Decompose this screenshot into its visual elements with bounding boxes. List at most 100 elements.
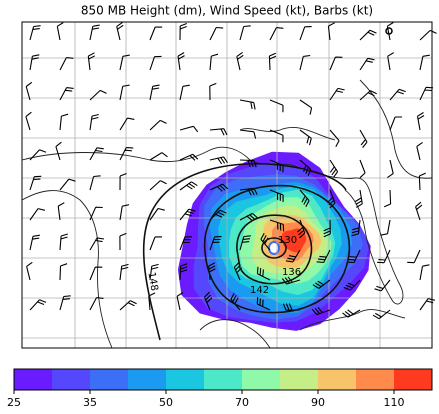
- wind-barb: [383, 189, 392, 208]
- wind-barb: [87, 52, 96, 71]
- wind-barb: [59, 295, 71, 311]
- wind-barb: [149, 180, 167, 191]
- wind-barb: [372, 309, 391, 320]
- wind-barb: [179, 84, 190, 101]
- wind-barb: [316, 249, 331, 264]
- wind-barb: [329, 159, 339, 178]
- wind-barb: [209, 209, 227, 221]
- wind-barb: [359, 129, 368, 148]
- colorbar-tick-label: 25: [7, 396, 21, 409]
- wind-barb: [415, 201, 423, 221]
- map-border: [21, 21, 433, 349]
- wind-barb: [59, 57, 74, 71]
- wind-barb: [57, 202, 65, 221]
- wind-barbs: [25, 21, 437, 320]
- wind-barb: [29, 25, 41, 41]
- colorbar-bin: [14, 369, 53, 390]
- colorbar-bin: [280, 369, 319, 390]
- colorbar-bin: [52, 369, 91, 390]
- wind-barb: [89, 113, 99, 131]
- wind-barb: [233, 261, 243, 281]
- colorbar-bin: [394, 369, 433, 390]
- colorbar-bin: [128, 369, 167, 390]
- coastline: [359, 79, 433, 179]
- colorbar-tick-label: 110: [384, 396, 405, 409]
- wind-barb: [179, 22, 187, 41]
- wind-barb: [149, 207, 165, 221]
- wind-barb: [285, 249, 301, 263]
- wind-barb: [256, 297, 271, 311]
- wind-barb: [256, 266, 271, 281]
- wind-barb: [179, 125, 199, 133]
- colorbar-bin: [242, 369, 281, 390]
- wind-barb: [149, 119, 167, 131]
- wind-barb: [329, 87, 345, 101]
- wind-barb: [179, 153, 199, 161]
- wind-barb: [327, 22, 335, 41]
- wind-barb: [359, 29, 377, 41]
- wind-barb: [209, 82, 217, 101]
- wind-barb: [260, 232, 271, 251]
- contour-label: 130: [278, 235, 297, 246]
- wind-barb: [29, 175, 42, 191]
- wind-barb: [149, 26, 163, 41]
- wind-barb: [149, 84, 160, 101]
- wind-barb: [268, 52, 277, 71]
- wind-barb: [55, 141, 62, 161]
- colorbar-bin: [90, 369, 129, 390]
- colorbar-tick-label: 50: [159, 396, 173, 409]
- wind-barb: [329, 129, 340, 148]
- wind-barb: [239, 212, 259, 222]
- colorbar-bin: [204, 369, 243, 390]
- wind-barb: [177, 52, 185, 71]
- coastline: [239, 127, 336, 141]
- wind-barb: [119, 232, 127, 251]
- wind-barb: [25, 111, 32, 131]
- wind-barb: [297, 219, 306, 239]
- wind-barb: [269, 129, 284, 143]
- wind-barb: [299, 26, 312, 41]
- wind-barb: [29, 234, 40, 251]
- colorbar-tick-label: 35: [83, 396, 97, 409]
- calm-marker: [385, 27, 393, 35]
- colorbar-bin: [356, 369, 395, 390]
- map-area: 130 136 142 148: [21, 21, 437, 349]
- wind-barb: [387, 159, 394, 179]
- height-contour: [203, 184, 351, 314]
- wind-barb: [359, 159, 366, 179]
- wind-barb: [377, 249, 391, 264]
- wind-barb: [418, 172, 426, 191]
- wind-barb: [89, 266, 103, 281]
- wind-barb: [29, 299, 47, 311]
- wind-barb: [29, 149, 47, 161]
- wind-barb: [116, 21, 124, 41]
- wind-barb: [236, 51, 244, 71]
- wind-barb: [239, 25, 251, 41]
- wind-barb: [89, 147, 104, 161]
- wind-barb: [299, 129, 312, 146]
- wind-barb: [355, 189, 363, 208]
- wind-barb: [239, 235, 251, 251]
- wind-barb: [359, 57, 375, 71]
- height-contour: [142, 163, 347, 341]
- wind-barb: [346, 249, 361, 264]
- wind-barb: [209, 183, 229, 192]
- wind-barb: [149, 263, 159, 281]
- wind-speed-band: [281, 228, 307, 253]
- wind-barb: [299, 189, 310, 208]
- wind-barb: [269, 219, 285, 232]
- colorbar-border: [13, 368, 433, 391]
- contour-label: 142: [250, 285, 269, 296]
- wind-barb: [89, 24, 100, 41]
- wind-barb: [209, 156, 228, 165]
- wind-barb: [119, 146, 134, 161]
- wind-barb: [299, 54, 311, 71]
- wind-barb: [323, 219, 331, 238]
- wind-barb: [119, 172, 127, 191]
- wind-barb: [416, 141, 423, 161]
- title: 850 MB Height (dm), Wind Speed (kt), Bar…: [81, 4, 373, 18]
- wind-barb: [311, 306, 331, 316]
- height-contour: [236, 214, 313, 285]
- wind-barb: [389, 88, 406, 101]
